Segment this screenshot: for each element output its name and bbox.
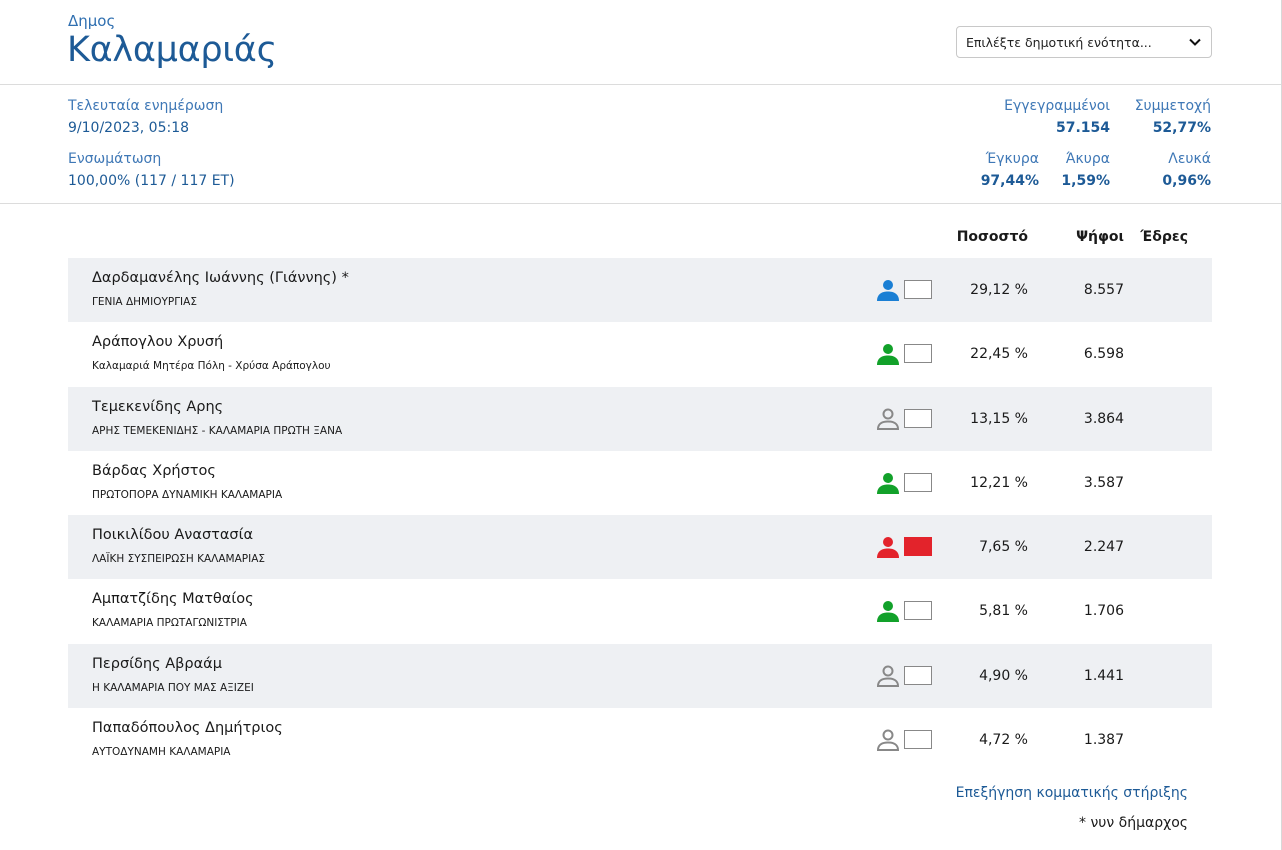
table-row: Παπαδόπουλος Δημήτριος ΑΥΤΟΔΥΝΑΜΗ ΚΑΛΑΜΑΡ… <box>68 708 1212 772</box>
page-header: Δημος Καλαμαριάς Επιλέξτε δημοτική ενότη… <box>0 0 1281 85</box>
party-support-box <box>904 665 932 685</box>
candidate-name: Βάρδας Χρήστος <box>92 462 216 479</box>
candidate-name: Τεμεκενίδης Αρης <box>92 398 224 415</box>
party-name: ΓΕΝΙΑ ΔΗΜΙΟΥΡΓΙΑΣ <box>92 296 197 308</box>
votes-value: 6.598 <box>1083 346 1124 363</box>
last-update-label: Τελευταία ενημέρωση <box>68 98 224 114</box>
party-support-box <box>904 280 932 299</box>
table-row: Βάρδας Χρήστος ΠΡΩΤΟΠΟΡΑ ΔΥΝΑΜΙΚΗ ΚΑΛΑΜΑΡ… <box>68 451 1212 515</box>
registered-label: Εγγεγραμμένοι <box>1004 98 1110 114</box>
votes-value: 1.706 <box>1083 603 1124 620</box>
party-name: Καλαμαριά Μητέρα Πόλη - Χρύσα Αράπογλου <box>92 360 331 373</box>
percent-value: 22,45 % <box>970 346 1028 363</box>
percent-value: 4,90 % <box>979 667 1028 684</box>
person-icon <box>877 601 899 623</box>
valid-value: 97,44% <box>980 173 1039 189</box>
party-support-link[interactable]: Επεξήγηση κομματικής στήριξης <box>955 785 1188 801</box>
percent-value: 29,12 % <box>970 282 1028 298</box>
candidate-name: Αμπατζίδης Ματθαίος <box>92 591 254 608</box>
percent-value: 7,65 % <box>979 539 1028 556</box>
unit-select[interactable]: Επιλέξτε δημοτική ενότητα... <box>956 26 1212 58</box>
results-table: Δαρδαμανέλης Ιωάννης (Γιάννης) * ΓΕΝΙΑ ΔΗ… <box>68 258 1212 772</box>
municipality-kind: Δημος <box>68 12 116 30</box>
chevron-down-icon <box>1189 38 1201 46</box>
party-support-box <box>904 408 932 428</box>
table-row: Δαρδαμανέλης Ιωάννης (Γιάννης) * ΓΕΝΙΑ ΔΗ… <box>68 258 1212 323</box>
party-support-box <box>904 601 932 621</box>
votes-column-header: Ψήφοι <box>1076 229 1124 245</box>
party-support-box <box>904 537 932 557</box>
party-support-box <box>904 344 932 364</box>
person-icon <box>877 472 899 494</box>
votes-value: 2.247 <box>1083 539 1124 556</box>
percent-value: 5,81 % <box>979 603 1028 620</box>
votes-value: 1.387 <box>1083 732 1124 749</box>
table-row: Περσίδης Αβραάμ Η ΚΑΛΑΜΑΡΙΑ ΠΟΥ ΜΑΣ ΑΞΙΖΕ… <box>68 643 1212 709</box>
votes-value: 1.441 <box>1083 667 1124 684</box>
invalid-label: Άκυρα <box>1065 151 1110 167</box>
table-row: Τεμεκενίδης Αρης ΑΡΗΣ ΤΕΜΕΚΕΝΙΔΗΣ - ΚΑΛΑΜ… <box>68 386 1212 451</box>
person-icon <box>877 537 899 559</box>
percent-column-header: Ποσοστό <box>956 229 1028 245</box>
person-icon <box>877 280 899 301</box>
votes-value: 3.587 <box>1083 474 1124 491</box>
votes-value: 8.557 <box>1083 282 1124 298</box>
party-name: ΑΥΤΟΔΥΝΑΜΗ ΚΑΛΑΜΑΡΙΑ <box>92 746 231 759</box>
invalid-value: 1,59% <box>1061 173 1110 189</box>
party-name: ΛΑΪΚΗ ΣΥΣΠΕΙΡΩΣΗ ΚΑΛΑΜΑΡΙΑΣ <box>92 553 266 566</box>
party-name: ΚΑΛΑΜΑΡΙΑ ΠΡΩΤΑΓΩΝΙΣΤΡΙΑ <box>92 617 247 630</box>
turnout-label: Συμμετοχή <box>1134 98 1211 114</box>
blank-value: 0,96% <box>1162 173 1211 189</box>
table-row: Αράπογλου Χρυσή Καλαμαριά Μητέρα Πόλη - Χ… <box>68 322 1212 386</box>
candidate-name: Παπαδόπουλος Δημήτριος <box>92 720 283 737</box>
party-support-box <box>904 730 932 750</box>
candidate-name: Ποικιλίδου Αναστασία <box>92 527 254 544</box>
blank-label: Λευκά <box>1168 151 1211 167</box>
party-name: Η ΚΑΛΑΜΑΡΙΑ ΠΟΥ ΜΑΣ ΑΞΙΖΕΙ <box>92 681 254 694</box>
turnout-value: 52,77% <box>1152 120 1211 136</box>
candidate-name: Περσίδης Αβραάμ <box>92 655 222 672</box>
last-update-value: 9/10/2023, 05:18 <box>68 120 190 136</box>
page-title: Καλαμαριάς <box>67 30 277 70</box>
person-icon <box>876 408 900 430</box>
table-row: Ποικιλίδου Αναστασία ΛΑΪΚΗ ΣΥΣΠΕΙΡΩΣΗ ΚΑΛ… <box>68 515 1212 580</box>
unit-select-value: Επιλέξτε δημοτική ενότητα... <box>966 35 1152 50</box>
percent-value: 12,21 % <box>970 474 1028 491</box>
person-icon <box>876 665 900 687</box>
votes-value: 3.864 <box>1083 410 1124 427</box>
candidate-name: Δαρδαμανέλης Ιωάννης (Γιάννης) * <box>92 270 349 286</box>
valid-label: Έγκυρα <box>985 151 1039 167</box>
party-name: ΠΡΩΤΟΠΟΡΑ ΔΥΝΑΜΙΚΗ ΚΑΛΑΜΑΡΙΑ <box>92 488 283 501</box>
registered-value: 57.154 <box>1055 120 1110 136</box>
seats-column-header: Έδρες <box>1140 229 1188 245</box>
table-row: Αμπατζίδης Ματθαίος ΚΑΛΑΜΑΡΙΑ ΠΡΩΤΑΓΩΝΙΣΤ… <box>68 579 1212 643</box>
party-name: ΑΡΗΣ ΤΕΜΕΚΕΝΙΔΗΣ - ΚΑΛΑΜΑΡΙΑ ΠΡΩΤΗ ΞΑΝΑ <box>92 424 343 437</box>
person-icon <box>876 729 900 752</box>
percent-value: 13,15 % <box>970 410 1028 427</box>
incorporation-label: Ενσωμάτωση <box>68 151 162 167</box>
incorporation-value: 100,00% (117 / 117 ΕΤ) <box>68 173 235 189</box>
incumbent-note: * νυν δήμαρχος <box>1079 815 1188 831</box>
person-icon <box>877 344 899 366</box>
party-support-box <box>904 472 932 492</box>
percent-value: 4,72 % <box>979 732 1028 749</box>
candidate-name: Αράπογλου Χρυσή <box>92 334 224 351</box>
stats-panel: Τελευταία ενημέρωση 9/10/2023, 05:18 Ενσ… <box>0 85 1281 204</box>
